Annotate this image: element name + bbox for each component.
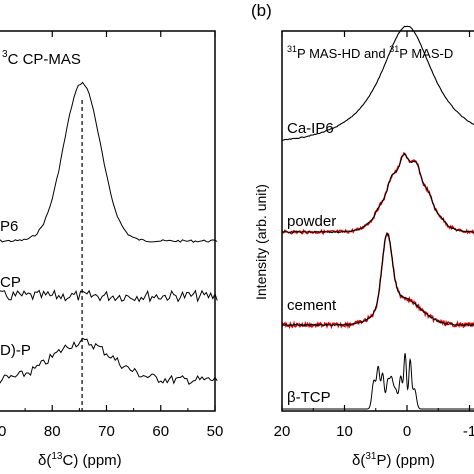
panel-a-traces [0,81,218,385]
panel-b-xtick-label: -1 [463,423,474,440]
panel-b-series-label-4: β-TCP [287,389,331,406]
panel-b-frame [281,30,474,412]
panel-a-xtick-label: 60 [152,423,169,440]
panel-a-title: 3C CP-MAS [2,49,81,68]
panel-b-series-4-line [282,353,474,410]
panel-a-series-1-line [0,81,218,243]
panel-a-series-label-2: CP [0,274,21,291]
panel-b-series-3-line [281,231,474,327]
panel-b-series-2-line [281,152,474,234]
panel-a-xtick-label: 90 [0,423,6,440]
panel-a-series-3-line [0,337,218,385]
panel-a-title-main: C CP-MAS [8,51,81,68]
panel-a-ticks: 90 80 70 60 50 [0,31,223,440]
panel-a-series-2-line [0,289,218,303]
panel-a-xtick-label: 80 [44,423,61,440]
panel-b-xlabel: δ(31P) (ppm) [352,451,435,469]
panel-b: (b) 20 10 0 -1 31P MAS-HD and 31P MAS-D δ(3… [251,1,474,469]
panel-a-xtick-label: 50 [207,423,224,440]
panel-a-frame [0,30,216,412]
panel-b-traces [281,25,474,410]
panel-b-xtick-label: 0 [403,423,411,440]
panel-a-series-label-3: D)-P [0,342,31,359]
panel-b-ticks: 20 10 0 -1 [274,31,474,440]
panel-b-xtick-label: 20 [274,423,291,440]
panel-a-series-label-1: P6 [0,218,18,235]
panel-b-series-label-2: powder [287,213,336,230]
panel-b-series-label-3: cement [287,297,337,314]
panel-b-xtick-label: 10 [336,423,353,440]
panel-b-title: 31P MAS-HD and 31P MAS-D [287,44,453,61]
panel-b-label: (b) [251,1,272,20]
panel-b-series-1-line [281,25,474,141]
panel-a-xlabel: δ(13C) (ppm) [38,451,122,469]
panel-a-title-sup: 3 [2,49,8,60]
panel-a: 9080706050 3C CP-MAS δ(13C) (ppm) P6 CP … [0,30,223,469]
panel-b-ylabel: Intensity (arb. unit) [253,184,269,300]
panel-b-series-label-1: Ca-IP6 [287,120,334,137]
panel-a-xtick-label: 70 [98,423,115,440]
